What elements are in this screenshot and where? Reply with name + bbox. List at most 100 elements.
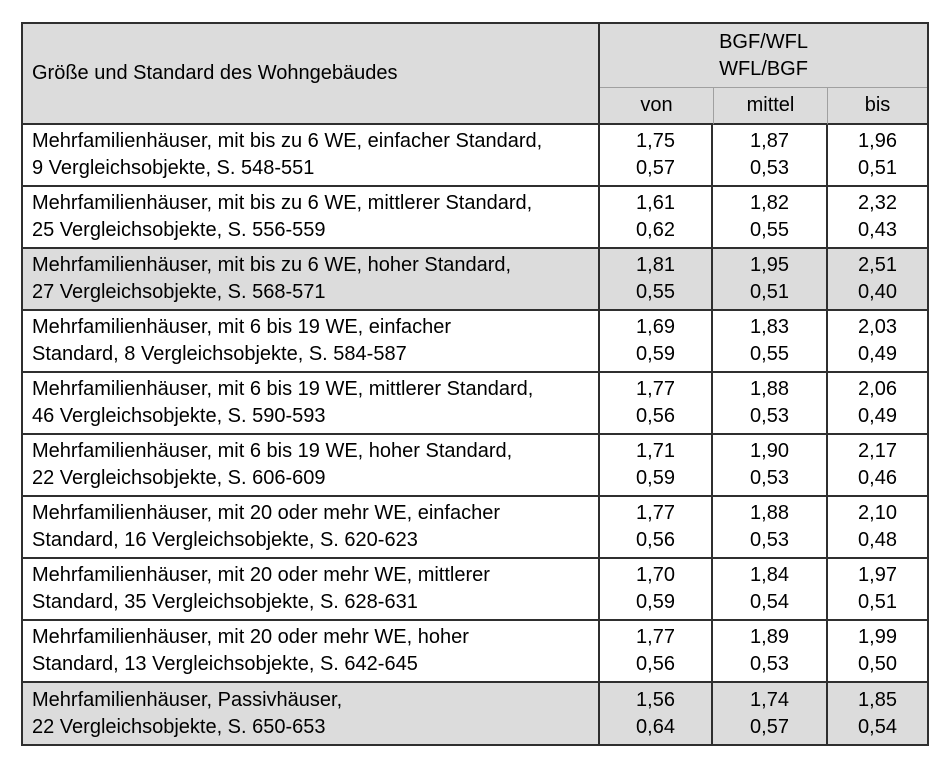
row-label: Mehrfamilienhäuser, Passivhäuser, 22 Ver… [23, 683, 600, 744]
bis-bgf-wfl-value: 1,99 [858, 626, 897, 648]
row-label-line2: Standard, 13 Vergleichsobjekte, S. 642-6… [32, 653, 418, 675]
mittel-wfl-bgf-value: 0,53 [750, 157, 789, 179]
cell-von: 1,81 0,55 [600, 249, 713, 311]
cell-mittel: 1,95 0,51 [713, 249, 828, 311]
von-bgf-wfl-value: 1,70 [636, 564, 675, 586]
row-label-line2: Standard, 8 Vergleichsobjekte, S. 584-58… [32, 343, 407, 365]
bis-bgf-wfl-value: 2,17 [858, 440, 897, 462]
bis-bgf-wfl-value: 1,97 [858, 564, 897, 586]
bis-bgf-wfl-value: 1,85 [858, 688, 897, 711]
bgf-wfl-ratio-table: Größe und Standard des Wohngebäudes BGF/… [21, 22, 930, 746]
von-bgf-wfl-value: 1,69 [636, 316, 675, 338]
table-row: Mehrfamilienhäuser, mit 20 oder mehr WE,… [23, 621, 928, 683]
row-label-line1: Mehrfamilienhäuser, mit 20 oder mehr WE,… [32, 502, 500, 524]
row-label-line2: 25 Vergleichsobjekte, S. 556-559 [32, 219, 326, 241]
row-label: Mehrfamilienhäuser, mit 20 oder mehr WE,… [23, 559, 600, 621]
column-group-header-bgf-wfl: BGF/WFL WFL/BGF [600, 24, 928, 88]
row-label-line1: Mehrfamilienhäuser, mit 20 oder mehr WE,… [32, 564, 490, 586]
row-label: Mehrfamilienhäuser, mit 6 bis 19 WE, ein… [23, 311, 600, 373]
bgf-wfl-table-container: Größe und Standard des Wohngebäudes BGF/… [21, 22, 930, 746]
cell-bis: 1,85 0,54 [828, 683, 928, 744]
row-label-line1: Mehrfamilienhäuser, mit 6 bis 19 WE, ein… [32, 316, 452, 338]
von-bgf-wfl-value: 1,61 [636, 192, 675, 214]
von-bgf-wfl-value: 1,56 [636, 688, 675, 711]
von-bgf-wfl-value: 1,77 [636, 626, 675, 648]
cell-bis: 2,32 0,43 [828, 187, 928, 249]
bis-wfl-bgf-value: 0,46 [858, 467, 897, 489]
bis-wfl-bgf-value: 0,51 [858, 157, 897, 179]
cell-bis: 2,10 0,48 [828, 497, 928, 559]
mittel-bgf-wfl-value: 1,87 [750, 130, 789, 152]
cell-mittel: 1,88 0,53 [713, 497, 828, 559]
cell-mittel: 1,82 0,55 [713, 187, 828, 249]
row-label-line2: 9 Vergleichsobjekte, S. 548-551 [32, 157, 315, 179]
group-header-line1: BGF/WFL [719, 30, 808, 53]
group-header-line2: WFL/BGF [719, 57, 808, 80]
cell-von: 1,77 0,56 [600, 373, 713, 435]
cell-bis: 2,17 0,46 [828, 435, 928, 497]
bis-wfl-bgf-value: 0,49 [858, 343, 897, 365]
mittel-wfl-bgf-value: 0,51 [750, 281, 789, 303]
mittel-bgf-wfl-value: 1,83 [750, 316, 789, 338]
mittel-bgf-wfl-value: 1,84 [750, 564, 789, 586]
row-label: Mehrfamilienhäuser, mit 6 bis 19 WE, mit… [23, 373, 600, 435]
von-wfl-bgf-value: 0,55 [636, 281, 675, 303]
mittel-wfl-bgf-value: 0,53 [750, 405, 789, 427]
cell-mittel: 1,90 0,53 [713, 435, 828, 497]
bis-wfl-bgf-value: 0,40 [858, 281, 897, 303]
row-label: Mehrfamilienhäuser, mit 6 bis 19 WE, hoh… [23, 435, 600, 497]
table-body: Mehrfamilienhäuser, mit bis zu 6 WE, ein… [23, 125, 928, 744]
von-wfl-bgf-value: 0,59 [636, 343, 675, 365]
header-row-group: Größe und Standard des Wohngebäudes BGF/… [23, 24, 928, 125]
table-row: Mehrfamilienhäuser, mit 6 bis 19 WE, ein… [23, 311, 928, 373]
von-wfl-bgf-value: 0,59 [636, 467, 675, 489]
table-row: Mehrfamilienhäuser, mit bis zu 6 WE, hoh… [23, 249, 928, 311]
cell-bis: 2,03 0,49 [828, 311, 928, 373]
header-row-sub: von mittel bis [23, 88, 928, 125]
bis-bgf-wfl-value: 1,96 [858, 130, 897, 152]
table-row: Mehrfamilienhäuser, mit 6 bis 19 WE, hoh… [23, 435, 928, 497]
row-label-line2: Standard, 35 Vergleichsobjekte, S. 628-6… [32, 591, 418, 613]
column-header-mittel: mittel [713, 88, 828, 125]
bis-bgf-wfl-value: 2,32 [858, 192, 897, 214]
row-label-line1: Mehrfamilienhäuser, mit bis zu 6 WE, hoh… [32, 254, 512, 276]
row-label: Mehrfamilienhäuser, mit bis zu 6 WE, ein… [23, 125, 600, 187]
row-label-line1: Mehrfamilienhäuser, mit bis zu 6 WE, ein… [32, 130, 543, 152]
row-label-line1: Mehrfamilienhäuser, Passivhäuser, [32, 688, 343, 711]
bis-bgf-wfl-value: 2,06 [858, 378, 897, 400]
mittel-wfl-bgf-value: 0,55 [750, 219, 789, 241]
mittel-wfl-bgf-value: 0,53 [750, 529, 789, 551]
von-bgf-wfl-value: 1,81 [636, 254, 675, 276]
row-label-line2: Standard, 16 Vergleichsobjekte, S. 620-6… [32, 529, 418, 551]
von-bgf-wfl-value: 1,75 [636, 130, 675, 152]
von-bgf-wfl-value: 1,77 [636, 502, 675, 524]
von-wfl-bgf-value: 0,57 [636, 157, 675, 179]
von-wfl-bgf-value: 0,59 [636, 591, 675, 613]
row-label-line1: Mehrfamilienhäuser, mit 20 oder mehr WE,… [32, 626, 469, 648]
cell-von: 1,70 0,59 [600, 559, 713, 621]
cell-von: 1,69 0,59 [600, 311, 713, 373]
mittel-wfl-bgf-value: 0,53 [750, 653, 789, 675]
column-header-bis: bis [828, 88, 928, 125]
cell-mittel: 1,89 0,53 [713, 621, 828, 683]
bis-bgf-wfl-value: 2,03 [858, 316, 897, 338]
row-label-line2: 22 Vergleichsobjekte, S. 650-653 [32, 715, 326, 738]
cell-mittel: 1,83 0,55 [713, 311, 828, 373]
mittel-bgf-wfl-value: 1,89 [750, 626, 789, 648]
bis-wfl-bgf-value: 0,49 [858, 405, 897, 427]
von-wfl-bgf-value: 0,56 [636, 529, 675, 551]
cell-von: 1,75 0,57 [600, 125, 713, 187]
column-header-building: Größe und Standard des Wohngebäudes [23, 24, 600, 125]
cell-bis: 1,96 0,51 [828, 125, 928, 187]
table-row: Mehrfamilienhäuser, mit bis zu 6 WE, ein… [23, 125, 928, 187]
mittel-bgf-wfl-value: 1,88 [750, 378, 789, 400]
mittel-bgf-wfl-value: 1,82 [750, 192, 789, 214]
table-header: Größe und Standard des Wohngebäudes BGF/… [23, 24, 928, 125]
mittel-bgf-wfl-value: 1,88 [750, 502, 789, 524]
von-wfl-bgf-value: 0,56 [636, 405, 675, 427]
cell-mittel: 1,74 0,57 [713, 683, 828, 744]
bis-wfl-bgf-value: 0,54 [858, 715, 897, 738]
mittel-bgf-wfl-value: 1,90 [750, 440, 789, 462]
cell-mittel: 1,88 0,53 [713, 373, 828, 435]
mittel-wfl-bgf-value: 0,55 [750, 343, 789, 365]
